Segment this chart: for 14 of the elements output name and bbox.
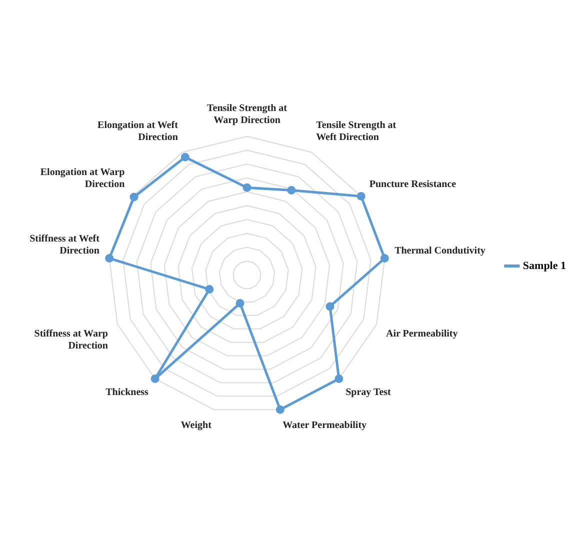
spoke-label: Thermal Condutivity	[394, 246, 486, 257]
spoke-label: Elongation at Warp Direction	[40, 167, 126, 190]
spoke-label: Tensile Strength at Warp Direction	[206, 102, 288, 126]
spoke-label: Puncture Resistance	[369, 179, 457, 190]
spoke-label: Thickness	[106, 386, 149, 398]
legend-label: Sample 1	[522, 260, 566, 272]
spoke-label: Weight	[180, 420, 212, 431]
spoke-label: Stiffness at Warp Direction	[34, 328, 108, 352]
spoke-label: Stiffness at Weft Direction	[30, 234, 100, 257]
spoke-label: Elongation at Weft Direction	[98, 120, 179, 143]
spoke-label: Water Permeability	[282, 420, 367, 431]
spoke-label: Air Permeability	[386, 328, 458, 340]
spoke-label: Tensile Strength at Weft Direction	[316, 120, 397, 143]
spoke-label: Spray Test	[346, 386, 392, 398]
